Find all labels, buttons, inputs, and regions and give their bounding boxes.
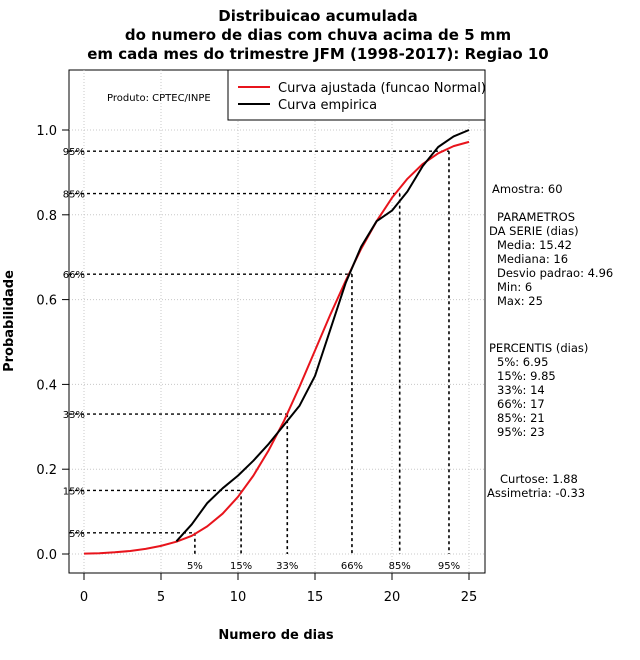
percentile-label-y-5: 95% xyxy=(63,147,85,158)
stats-line-10: 15%: 9.85 xyxy=(497,369,556,383)
y-tick-label-0: 0.0 xyxy=(36,548,57,563)
percentile-label-x-2: 33% xyxy=(276,561,298,572)
stats-line-3: Media: 15.42 xyxy=(497,238,572,252)
percentile-label-y-0: 5% xyxy=(69,529,85,540)
stats-line-7: Max: 25 xyxy=(497,294,543,308)
y-tick-label-4: 0.8 xyxy=(36,209,57,224)
chart-title-line-1: Distribuicao acumulada xyxy=(218,7,417,25)
stats-line-11: 33%: 14 xyxy=(497,383,545,397)
stats-line-2: DA SERIE (dias) xyxy=(489,224,579,238)
chart-title-line-3: em cada mes do trimestre JFM (1998-2017)… xyxy=(87,45,549,63)
y-tick-label-1: 0.2 xyxy=(36,463,57,478)
percentile-label-y-2: 33% xyxy=(63,410,85,421)
series-line-0 xyxy=(83,140,470,555)
grid xyxy=(69,70,485,573)
percentile-label-x-3: 66% xyxy=(341,561,363,572)
x-tick-label-2: 10 xyxy=(230,590,247,605)
credit-label: Produto: CPTEC/INPE xyxy=(107,93,211,104)
legend: Curva ajustada (funcao Normal) Curva emp… xyxy=(227,69,486,121)
x-tick-label-4: 20 xyxy=(384,590,401,605)
percentile-label-y-4: 85% xyxy=(63,190,85,201)
percentile-guides: 5% 5% 15% 15% 33% 33% 66% 66% 85% 85% 95% 95% xyxy=(63,147,460,572)
y-axis-title: Probabilidade xyxy=(2,270,17,372)
legend-label-fitted: Curva ajustada (funcao Normal) xyxy=(278,81,486,96)
y-tick-label-3: 0.6 xyxy=(36,294,57,309)
stats-line-13: 85%: 21 xyxy=(497,411,545,425)
x-axis-title: Numero de dias xyxy=(218,628,334,643)
stats-line-1: PARAMETROS xyxy=(497,210,575,224)
x-axis: 0 5 10 15 20 25 xyxy=(80,572,478,605)
x-tick-label-1: 5 xyxy=(157,590,165,605)
stats-line-5: Desvio padrao: 4.96 xyxy=(497,266,613,280)
percentile-label-x-0: 5% xyxy=(187,561,203,572)
stats-line-14: 95%: 23 xyxy=(497,425,545,439)
percentile-label-x-1: 15% xyxy=(230,561,252,572)
percentile-label-x-4: 85% xyxy=(389,561,411,572)
x-tick-label-5: 25 xyxy=(461,590,478,605)
legend-label-empirical: Curva empirica xyxy=(278,98,377,113)
stats-line-8: PERCENTIS (dias) xyxy=(489,341,588,355)
series-layer xyxy=(83,129,470,555)
percentile-label-y-3: 66% xyxy=(63,270,85,281)
stats-line-16: Assimetria: -0.33 xyxy=(487,486,585,500)
y-tick-label-2: 0.4 xyxy=(36,378,57,393)
stats-line-15: Curtose: 1.88 xyxy=(500,472,578,486)
y-axis: 0.0 0.2 0.4 0.6 0.8 1.0 xyxy=(36,124,70,563)
stats-line-6: Min: 6 xyxy=(497,280,532,294)
chart-title-line-2: do numero de dias com chuva acima de 5 m… xyxy=(125,26,511,44)
x-tick-label-0: 0 xyxy=(80,590,88,605)
stats-line-4: Mediana: 16 xyxy=(497,252,568,266)
percentile-label-x-5: 95% xyxy=(438,561,460,572)
stats-line-12: 66%: 17 xyxy=(497,397,545,411)
plot-frame xyxy=(68,69,486,574)
series-line-1 xyxy=(175,129,470,542)
percentile-label-y-1: 15% xyxy=(63,486,85,497)
legend-box xyxy=(227,69,486,121)
stats-line-0: Amostra: 60 xyxy=(492,182,563,196)
x-tick-label-3: 15 xyxy=(307,590,324,605)
y-tick-label-5: 1.0 xyxy=(36,124,57,139)
stats-line-9: 5%: 6.95 xyxy=(497,355,548,369)
